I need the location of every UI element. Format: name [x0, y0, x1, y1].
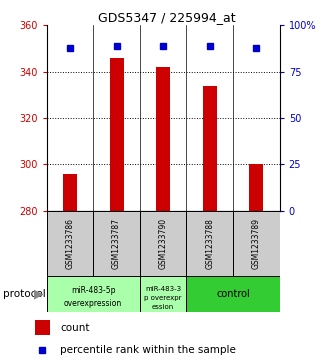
Text: GSM1233786: GSM1233786	[65, 218, 75, 269]
Text: GSM1233789: GSM1233789	[252, 218, 261, 269]
Bar	[140, 211, 186, 276]
Text: GSM1233787: GSM1233787	[112, 218, 121, 269]
Bar	[93, 211, 140, 276]
Bar	[203, 86, 217, 211]
Text: miR-483-3: miR-483-3	[145, 286, 181, 291]
Bar	[47, 211, 93, 276]
Bar	[110, 58, 124, 211]
Text: ession: ession	[152, 304, 174, 310]
Text: count: count	[60, 323, 90, 333]
Text: percentile rank within the sample: percentile rank within the sample	[60, 345, 236, 355]
Bar	[156, 67, 170, 211]
Bar	[249, 164, 263, 211]
Text: GSM1233790: GSM1233790	[159, 218, 168, 269]
Text: p overexpr: p overexpr	[145, 295, 182, 301]
Bar	[47, 276, 140, 312]
Text: overexpression: overexpression	[64, 299, 122, 307]
Text: control: control	[216, 289, 250, 299]
Text: GSM1233788: GSM1233788	[205, 218, 214, 269]
Bar	[35, 320, 50, 335]
Bar	[63, 174, 77, 211]
Bar	[233, 211, 280, 276]
Text: GDS5347 / 225994_at: GDS5347 / 225994_at	[98, 11, 235, 24]
Bar	[140, 276, 186, 312]
Text: ▶: ▶	[34, 287, 43, 301]
Bar	[186, 211, 233, 276]
Text: miR-483-5p: miR-483-5p	[71, 286, 116, 295]
Text: protocol: protocol	[3, 289, 46, 299]
Bar	[186, 276, 280, 312]
